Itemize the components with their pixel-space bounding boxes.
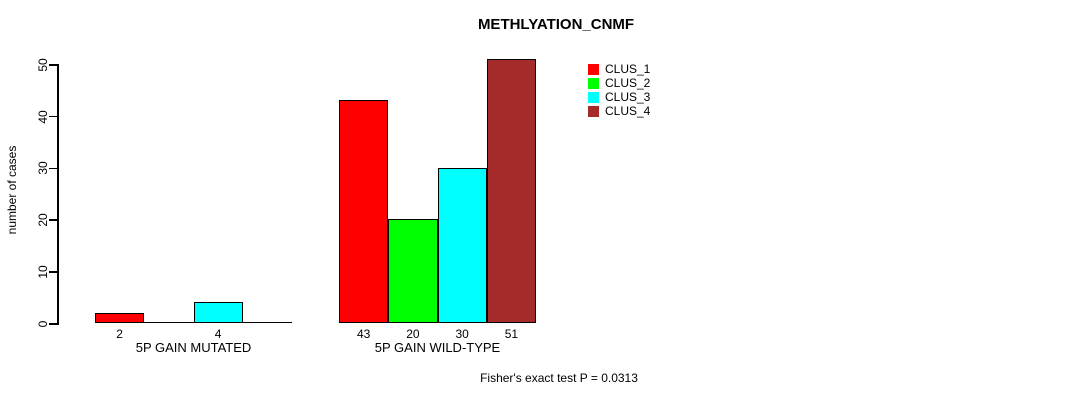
legend-item: CLUS_1 — [588, 62, 650, 76]
legend-swatch-clus_1 — [588, 63, 599, 75]
legend-swatch-clus_4 — [588, 105, 599, 117]
y-tick-label: 20 — [36, 213, 50, 227]
y-tick-label: 30 — [36, 161, 50, 176]
y-tick-label: 50 — [36, 58, 50, 72]
bar-clus_2-group2 — [388, 219, 438, 323]
legend-label: CLUS_2 — [605, 76, 651, 90]
bar-count-label: 4 — [214, 327, 222, 341]
legend: CLUS_1 CLUS_2 CLUS_3 CLUS_4 — [588, 62, 650, 118]
y-tick — [49, 167, 57, 170]
y-tick — [49, 323, 57, 325]
fisher-test-note: Fisher's exact test P = 0.0313 — [480, 371, 638, 385]
bar-clus_1-group1 — [95, 312, 145, 323]
chart-title: METHLYATION_CNMF — [477, 16, 635, 33]
legend-label: CLUS_1 — [605, 62, 651, 76]
legend-item: CLUS_3 — [588, 90, 650, 104]
category-label: 5P GAIN WILD-TYPE — [374, 340, 501, 355]
y-tick — [49, 219, 57, 221]
bar-count-label: 51 — [504, 327, 519, 341]
legend-label: CLUS_4 — [605, 104, 651, 118]
y-axis-line — [57, 64, 59, 325]
legend-label: CLUS_3 — [605, 90, 651, 104]
bar-count-label: 2 — [116, 327, 123, 341]
y-tick — [49, 115, 57, 118]
bar-count-label: 43 — [356, 327, 371, 341]
bar-clus_4-group2 — [486, 58, 536, 323]
legend-item: CLUS_2 — [588, 76, 650, 90]
legend-item: CLUS_4 — [588, 104, 650, 118]
y-tick — [49, 271, 57, 273]
legend-swatch-clus_2 — [588, 77, 599, 89]
bar-count-label: 30 — [455, 327, 469, 341]
y-tick — [49, 64, 57, 66]
bar-clus_3-group1 — [193, 302, 243, 323]
y-axis-title: number of cases — [5, 145, 19, 235]
bar-clus_1-group2 — [339, 100, 389, 323]
y-tick-label: 10 — [36, 265, 50, 279]
bar-clus_3-group2 — [437, 167, 487, 323]
y-tick-label: 40 — [36, 109, 50, 124]
bar-count-label: 20 — [406, 327, 420, 341]
y-tick-label: 0 — [36, 320, 50, 328]
legend-swatch-clus_3 — [588, 91, 599, 103]
category-label: 5P GAIN MUTATED — [135, 340, 252, 355]
